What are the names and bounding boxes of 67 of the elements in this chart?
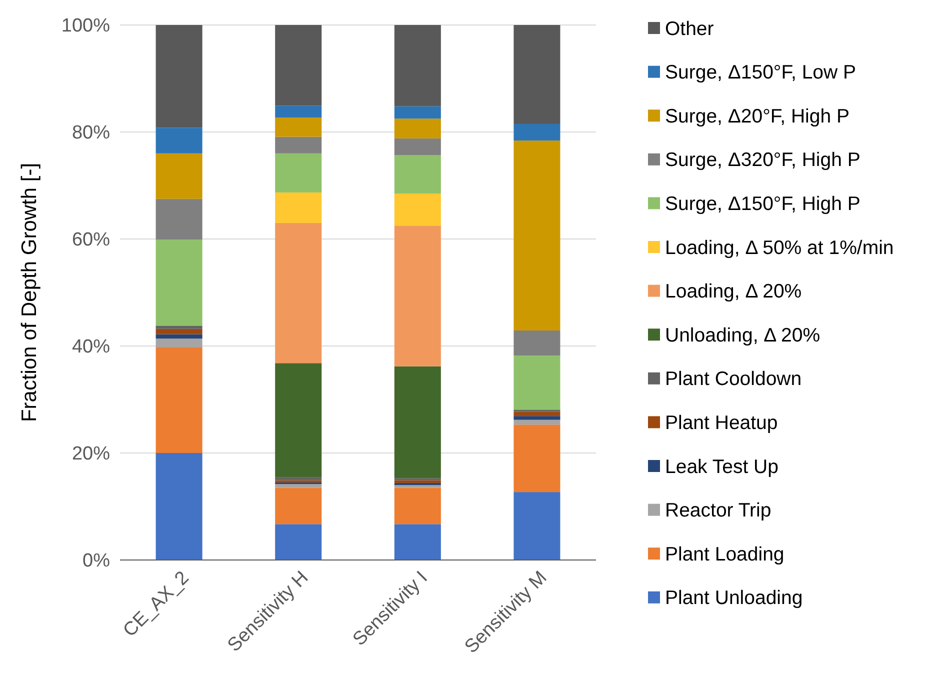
bar xyxy=(394,138,441,156)
y-tick-label: 40% xyxy=(72,336,110,358)
bar xyxy=(514,420,560,425)
legend-label: Plant Unloading xyxy=(665,587,803,610)
legend-label: Other xyxy=(665,18,714,40)
legend-label: Plant Heatup xyxy=(665,412,778,434)
bar xyxy=(156,453,202,560)
legend-label: Surge, Δ150°F, High P xyxy=(665,193,860,216)
y-tick-label: 80% xyxy=(72,122,110,144)
legend-label: Plant Loading xyxy=(665,543,784,566)
bar xyxy=(275,222,322,364)
bar xyxy=(156,338,202,348)
bar xyxy=(275,363,322,478)
bar xyxy=(514,124,560,141)
bar xyxy=(514,416,560,420)
bar xyxy=(156,334,202,339)
bar xyxy=(514,140,560,330)
legend-label: Loading, Δ 20% xyxy=(665,280,802,303)
bar xyxy=(156,240,202,326)
bar xyxy=(275,524,322,560)
bar xyxy=(275,25,322,106)
bar xyxy=(514,412,560,416)
legend-label: Plant Cooldown xyxy=(665,368,802,390)
bar xyxy=(394,226,441,366)
bar xyxy=(394,485,441,488)
y-tick-label: 60% xyxy=(72,230,110,251)
bar xyxy=(275,488,322,524)
y-tick-label: 0% xyxy=(82,550,110,572)
legend-label: Surge, Δ320°F, High P xyxy=(665,149,860,172)
bar xyxy=(394,366,441,478)
bar xyxy=(156,347,202,453)
bar xyxy=(394,524,441,560)
legend-label: Reactor Trip xyxy=(665,500,772,522)
bar xyxy=(514,25,560,124)
bar xyxy=(156,328,202,334)
bar xyxy=(156,326,202,329)
bar xyxy=(156,25,202,128)
y-axis-title: Fraction of Depth Growth [-] xyxy=(18,162,41,422)
bar xyxy=(275,118,322,137)
bar xyxy=(275,192,322,223)
bar xyxy=(514,356,560,410)
legend-label: Leak Test Up xyxy=(665,456,779,478)
bar xyxy=(514,492,560,560)
bar xyxy=(394,480,441,483)
bar xyxy=(275,106,322,118)
y-tick-label: 100% xyxy=(61,16,110,37)
legend-label: Unloading, Δ 20% xyxy=(665,324,820,346)
bar xyxy=(514,424,560,492)
legend-label: Loading, Δ 50% at 1%/min xyxy=(665,236,894,259)
bar xyxy=(394,488,441,524)
y-tick-label: 20% xyxy=(72,444,110,465)
bar xyxy=(275,136,322,154)
bar xyxy=(275,484,322,488)
bar xyxy=(156,198,202,240)
bar xyxy=(394,194,441,226)
bar xyxy=(275,153,322,192)
bar xyxy=(394,25,441,106)
bar xyxy=(394,106,441,119)
bar xyxy=(514,330,560,356)
bar xyxy=(394,118,441,138)
bar xyxy=(275,477,322,480)
bar xyxy=(394,155,441,194)
bar xyxy=(156,153,202,199)
legend-label: Surge, Δ20°F, High P xyxy=(665,105,850,128)
bar xyxy=(156,128,202,154)
legend-label: Surge, Δ150°F, Low P xyxy=(665,62,856,84)
bar xyxy=(394,482,441,486)
